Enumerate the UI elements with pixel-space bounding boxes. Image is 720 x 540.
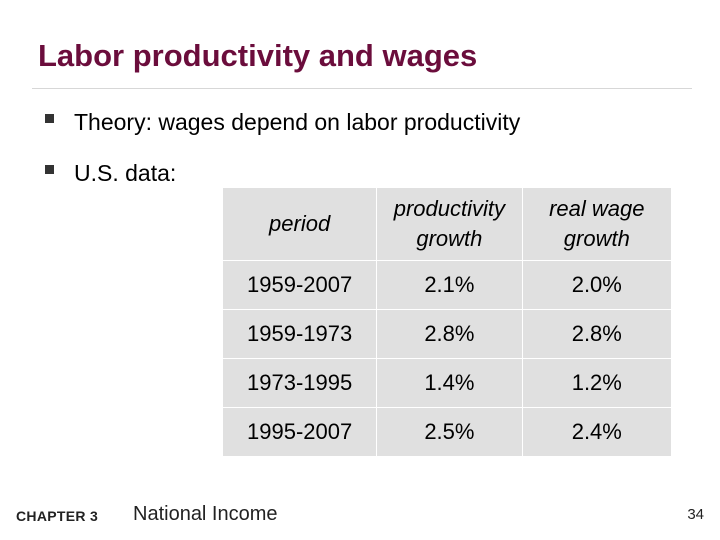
table-row: 1995-2007 2.5% 2.4% (221, 407, 673, 457)
cell-productivity: 2.5% (376, 407, 523, 457)
bullet-text: Theory: wages depend on labor productivi… (74, 109, 521, 135)
cell-productivity: 2.1% (376, 260, 523, 310)
cell-real-wage: 2.4% (521, 407, 673, 457)
cell-period: 1959-2007 (221, 260, 378, 310)
productivity-wage-table: period productivity growth real wage gro… (221, 187, 673, 457)
table-header-row: period productivity growth real wage gro… (221, 187, 673, 261)
header-period: period (221, 187, 378, 261)
cell-real-wage: 2.8% (521, 309, 673, 359)
bullet-text: U.S. data: (74, 160, 177, 186)
bullet-theory: Theory: wages depend on labor productivi… (45, 108, 520, 136)
cell-productivity: 2.8% (376, 309, 523, 359)
bullet-square-icon (45, 164, 54, 174)
footer-chapter-name: National Income (133, 503, 278, 525)
table-row: 1973-1995 1.4% 1.2% (221, 358, 673, 408)
header-line: period (269, 211, 331, 236)
header-line: growth (416, 226, 483, 251)
slide-title: Labor productivity and wages (38, 38, 478, 73)
page-number: 34 (687, 506, 704, 523)
header-line: productivity (393, 196, 506, 221)
table-row: 1959-2007 2.1% 2.0% (221, 260, 673, 310)
cell-period: 1959-1973 (221, 309, 378, 359)
title-divider (32, 88, 692, 89)
bullet-us-data: U.S. data: (45, 159, 176, 187)
cell-period: 1973-1995 (221, 358, 378, 408)
cell-real-wage: 1.2% (521, 358, 673, 408)
cell-productivity: 1.4% (376, 358, 523, 408)
bullet-square-icon (45, 113, 54, 123)
footer-chapter: CHAPTER 3 (16, 508, 99, 524)
cell-period: 1995-2007 (221, 407, 378, 457)
header-productivity-growth: productivity growth (376, 187, 523, 261)
cell-real-wage: 2.0% (521, 260, 673, 310)
header-line: real wage (549, 196, 645, 221)
table-row: 1959-1973 2.8% 2.8% (221, 309, 673, 359)
header-line: growth (563, 226, 630, 251)
header-real-wage-growth: real wage growth (521, 187, 673, 261)
